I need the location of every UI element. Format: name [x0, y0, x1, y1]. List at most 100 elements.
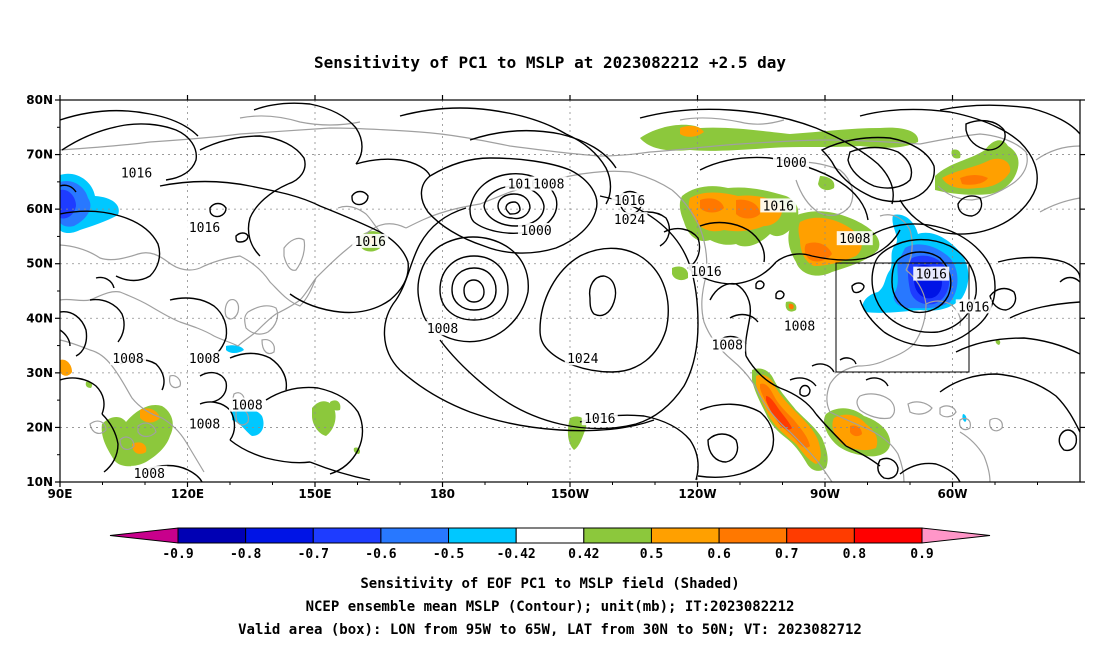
- colorbar-segment: [853, 527, 923, 544]
- contour-label-bg: [530, 176, 567, 191]
- shade-pos-china-orange: [140, 408, 160, 423]
- lat-tick-label: 70N: [26, 148, 53, 162]
- shade-pos-small-atl: [995, 339, 1001, 345]
- contour-label-bg: [773, 154, 809, 169]
- contour-label-bg: [611, 192, 648, 207]
- lon-tick-label: 60W: [938, 487, 968, 501]
- contour-label: 1016: [958, 300, 989, 315]
- shade-pos-sea: [312, 401, 336, 436]
- shade-pos-pac-nw: [672, 266, 689, 281]
- colorbar-label: -0.7: [298, 547, 329, 562]
- shade-pos-sea2: [330, 400, 341, 411]
- colorbar-segment: [515, 527, 585, 544]
- contour-label-bg: [709, 337, 746, 352]
- shade-pos-alaska-red: [700, 198, 724, 213]
- colorbar-label: 0.6: [707, 547, 731, 562]
- contour-label-bg: [688, 263, 724, 278]
- lon-tick-label: 180: [430, 487, 455, 501]
- lon-tick-label: 90E: [48, 487, 73, 501]
- contour-label: 1008: [712, 339, 743, 354]
- colorbar-segment: [448, 527, 517, 544]
- shade-neg-westpac-core2: [60, 189, 76, 219]
- colorbar-label: 0.5: [640, 547, 663, 562]
- colorbar-arrow-right: [921, 527, 991, 544]
- shade-pos-greenland-red: [960, 175, 988, 185]
- contour-label-bg: [955, 299, 992, 314]
- contour-label-bg: [186, 351, 223, 366]
- contour-label: 1008: [533, 178, 564, 193]
- contour-label-bg: [110, 351, 146, 366]
- colorbar-segment: [650, 527, 720, 544]
- colorbar-segment: [583, 527, 652, 544]
- contour-label: 1008: [839, 232, 870, 247]
- lat-tick-label: 10N: [26, 475, 53, 489]
- contour-label: 1000: [520, 224, 551, 239]
- lat-tick-label: 80N: [26, 93, 53, 107]
- shade-pos-south-asia: [60, 359, 72, 376]
- contour-label: 1016: [355, 235, 386, 250]
- lat-tick-label: 50N: [26, 257, 53, 271]
- colorbar-label: 0.42: [568, 547, 599, 562]
- colorbar-segment: [177, 527, 247, 544]
- contour-label-bg: [424, 321, 461, 336]
- colorbar-segment: [245, 527, 314, 544]
- contour-label-bg: [781, 318, 818, 333]
- contour-label: 1016: [763, 199, 794, 214]
- latitude-axis: 80N 70N 60N 50N 40N 30N 20N 10N: [26, 93, 1085, 489]
- colorbar-label: -0.6: [365, 547, 396, 562]
- contour-label: 1008: [784, 319, 815, 334]
- contour-label-bg: [229, 397, 265, 412]
- lat-tick-label: 60N: [26, 202, 53, 216]
- contour-label-bg: [131, 465, 168, 480]
- shade-pos-alaska-red2: [736, 199, 760, 219]
- shade-pos-greenland-orange: [942, 158, 1011, 189]
- lon-tick-label: 90W: [810, 487, 840, 501]
- colorbar-segment: [380, 527, 450, 544]
- shade-pos-hudson: [818, 176, 835, 191]
- shade-pos-central-am-red: [850, 425, 862, 437]
- contour-label: 1008: [189, 418, 220, 433]
- contour-label: 1008: [189, 352, 220, 367]
- lon-tick-label: 150E: [298, 487, 331, 501]
- contour-label-bg: [581, 411, 618, 426]
- colorbar-segment: [718, 527, 788, 544]
- contour-label: 1024: [567, 352, 598, 367]
- longitude-axis: 90E 120E 150E 180 150W 120W 90W 60W: [48, 95, 1038, 501]
- contour-label-bg: [186, 220, 223, 235]
- contour-label: 1016: [121, 167, 152, 182]
- colorbar-segment: [312, 527, 382, 544]
- figure-title: Sensitivity of PC1 to MSLP at 2023082212…: [314, 53, 786, 72]
- colorbar-label: 0.8: [843, 547, 867, 562]
- shade-pos-china-orange2: [132, 442, 147, 454]
- contour-label-bg: [564, 351, 601, 366]
- contour-label: 1016: [690, 265, 721, 280]
- contour-labels: 1016 1016 1016 1008 1000 1016 1024 1016 1000 1016…: [110, 154, 992, 482]
- contour-label: 1016: [614, 194, 645, 209]
- contour-label: 1008: [112, 352, 143, 367]
- contour-label: 1016: [584, 412, 615, 427]
- shade-pos-mexico-red: [760, 383, 810, 448]
- lon-tick-label: 120W: [678, 487, 716, 501]
- contour-label-bg: [186, 416, 223, 431]
- contour-label: 1008: [427, 322, 458, 337]
- colorbar-label: -0.9: [162, 547, 193, 562]
- contour-label: 1000: [775, 156, 806, 171]
- shade-pos-arctic-orange: [680, 125, 704, 137]
- lat-tick-label: 20N: [26, 420, 53, 434]
- contour-label: 1008: [134, 467, 165, 482]
- caption-line-2: NCEP ensemble mean MSLP (Contour); unit(…: [306, 599, 795, 615]
- colorbar-label: -0.8: [230, 547, 261, 562]
- contour-label-bg: [352, 233, 389, 248]
- contour-label: 1024: [614, 213, 645, 228]
- shade-pos-small-us2: [788, 303, 794, 310]
- contour-label-bg: [760, 198, 797, 213]
- shade-pos-greenland-small: [951, 149, 961, 159]
- colorbar-label: 0.7: [775, 547, 798, 562]
- colorbar-label: 0.9: [910, 547, 933, 562]
- colorbar-label: -0.42: [497, 547, 536, 562]
- contour-label-bg: [611, 212, 648, 227]
- lat-tick-label: 40N: [26, 311, 53, 325]
- colorbar-label: -0.5: [433, 547, 464, 562]
- contour-label-bg: [913, 266, 950, 281]
